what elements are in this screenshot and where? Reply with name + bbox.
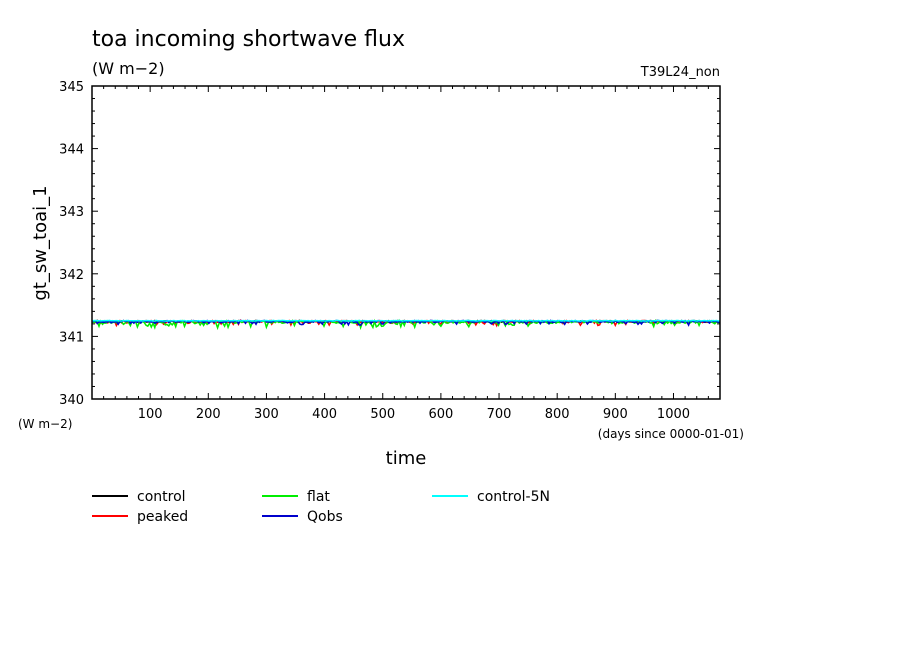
y-tick-label: 342 [59, 268, 84, 283]
y-tick-label: 344 [59, 143, 84, 158]
series-layer [91, 318, 721, 331]
x-tick-label: 700 [487, 407, 512, 422]
y-tick-label: 345 [59, 80, 84, 95]
legend-label: control [137, 489, 186, 505]
x-tick-label: 900 [603, 407, 628, 422]
x-tick-label: 1000 [657, 407, 690, 422]
legend-label: flat [307, 489, 330, 505]
y-units-label: (W m−2) [18, 417, 72, 431]
chart-title: toa incoming shortwave flux [92, 27, 405, 52]
x-tick-label: 300 [254, 407, 279, 422]
legend-label: control-5N [477, 489, 550, 505]
x-tick-label: 800 [545, 407, 570, 422]
x-tick-label: 500 [370, 407, 395, 422]
x-axis-label: time [386, 448, 427, 469]
series-line-control-5N [91, 319, 721, 322]
y-axis-label: gt_sw_toai_1 [30, 185, 51, 300]
plot-frame [91, 85, 721, 400]
legend-label: Qobs [307, 509, 343, 525]
chart-units: (W m−2) [92, 59, 165, 78]
legend-label: peaked [137, 509, 188, 525]
y-tick-label: 341 [59, 330, 84, 345]
run-label: T39L24_non [640, 65, 720, 80]
x-tick-label: 200 [196, 407, 221, 422]
x-tick-label: 600 [428, 407, 453, 422]
legend: control peaked flat Qobs control-5N [92, 489, 550, 525]
y-tick-label: 343 [59, 205, 84, 220]
x-tick-label: 100 [138, 407, 163, 422]
x-units-label: (days since 0000-01-01) [598, 427, 744, 441]
y-tick-label: 340 [59, 393, 84, 408]
x-tick-label: 400 [312, 407, 337, 422]
ticks-layer: 340 341 342 343 344 345 100 200 300 400 500 600 700 8… [59, 80, 721, 422]
